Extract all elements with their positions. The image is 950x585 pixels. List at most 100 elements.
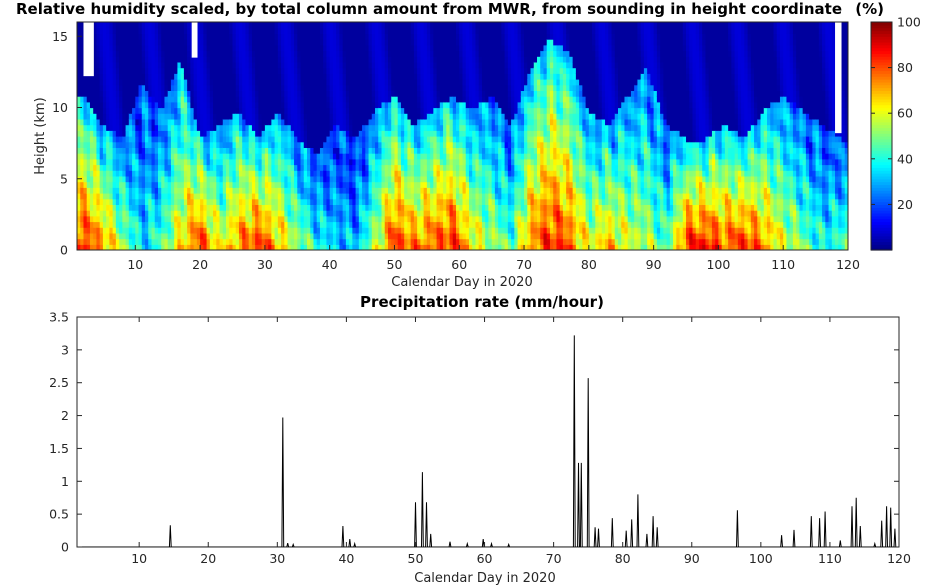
heatmap-cell bbox=[238, 238, 243, 245]
heatmap-cell bbox=[128, 84, 133, 91]
heatmap-cell bbox=[368, 118, 373, 126]
heatmap-cell bbox=[323, 22, 328, 29]
heatmap-cell bbox=[378, 141, 383, 148]
heatmap-cell bbox=[355, 158, 360, 166]
heatmap-cell bbox=[242, 50, 247, 57]
heatmap-cell bbox=[281, 170, 285, 177]
heatmap-cell bbox=[109, 221, 114, 228]
heatmap-cell bbox=[281, 187, 285, 194]
heatmap-cell bbox=[115, 164, 120, 171]
heatmap-cell bbox=[313, 215, 318, 223]
heatmap-cell bbox=[109, 170, 114, 177]
heatmap-cell bbox=[281, 130, 285, 137]
heatmap-cell bbox=[459, 158, 464, 166]
heatmap-cell bbox=[426, 187, 431, 194]
heatmap-cell bbox=[170, 50, 175, 57]
heatmap-cell bbox=[219, 164, 224, 171]
heatmap-cell bbox=[135, 50, 140, 57]
heatmap-cell bbox=[77, 67, 81, 74]
heatmap-cell bbox=[99, 198, 104, 205]
heatmap-cell bbox=[216, 210, 221, 217]
heatmap-cell bbox=[281, 73, 285, 80]
heatmap-cell bbox=[426, 90, 431, 97]
heatmap-cell bbox=[462, 107, 467, 114]
heatmap-cell bbox=[170, 141, 175, 148]
heatmap-cell bbox=[336, 44, 340, 52]
heatmap-cell bbox=[187, 238, 191, 245]
heatmap-cell bbox=[462, 170, 467, 177]
heatmap-cell bbox=[384, 164, 389, 171]
heatmap-cell bbox=[151, 39, 156, 46]
heatmap-cell bbox=[119, 227, 123, 234]
heatmap-cell bbox=[157, 56, 162, 63]
heatmap-cell bbox=[96, 79, 101, 86]
heatmap-cell bbox=[203, 244, 208, 250]
heatmap-cell bbox=[465, 39, 470, 46]
heatmap-cell bbox=[355, 101, 360, 109]
heatmap-cell bbox=[465, 170, 470, 177]
heatmap-cell bbox=[323, 147, 328, 154]
heatmap-cell bbox=[93, 96, 98, 103]
heatmap-cell bbox=[138, 198, 143, 205]
heatmap-cell bbox=[430, 147, 434, 154]
heatmap-cell bbox=[281, 67, 285, 74]
heatmap-cell bbox=[391, 238, 396, 245]
heatmap-cell bbox=[251, 136, 256, 143]
heatmap-cell bbox=[86, 141, 91, 148]
heatmap-cell bbox=[332, 232, 337, 240]
heatmap-cell bbox=[277, 84, 282, 91]
heatmap-cell bbox=[151, 238, 156, 245]
heatmap-cell bbox=[242, 27, 247, 34]
heatmap-title-unit: (%) bbox=[855, 0, 884, 18]
heatmap-cell bbox=[203, 164, 208, 171]
heatmap-cell bbox=[203, 56, 208, 63]
heatmap-cell bbox=[86, 130, 91, 137]
heatmap-cell bbox=[443, 153, 447, 160]
heatmap-cell bbox=[261, 136, 266, 143]
heatmap-cell bbox=[213, 227, 217, 234]
heatmap-cell bbox=[310, 164, 315, 171]
heatmap-cell bbox=[145, 118, 149, 126]
heatmap-cell bbox=[242, 193, 247, 200]
heatmap-cell bbox=[362, 158, 366, 166]
heatmap-cell bbox=[394, 147, 399, 154]
heatmap-title: Relative humidity scaled, by total colum… bbox=[16, 0, 884, 18]
heatmap-cell bbox=[423, 73, 428, 80]
heatmap-cell bbox=[426, 175, 431, 183]
heatmap-cell bbox=[271, 118, 276, 126]
heatmap-cell bbox=[80, 238, 85, 245]
heatmap-cell bbox=[222, 90, 227, 97]
heatmap-cell bbox=[99, 107, 104, 114]
heatmap-cell bbox=[138, 50, 143, 57]
heatmap-cell bbox=[384, 175, 389, 183]
heatmap-cell bbox=[122, 79, 127, 86]
heatmap-cell bbox=[417, 101, 421, 109]
heatmap-cell bbox=[449, 96, 454, 103]
heatmap-cell bbox=[274, 210, 279, 217]
heatmap-cell bbox=[93, 39, 98, 46]
heatmap-cell bbox=[157, 73, 162, 80]
heatmap-cell bbox=[290, 238, 295, 245]
heatmap-cell bbox=[371, 61, 376, 69]
heatmap-cell bbox=[177, 238, 182, 245]
heatmap-cell bbox=[232, 187, 237, 194]
heatmap-cell bbox=[206, 153, 211, 160]
heatmap-cell bbox=[449, 56, 454, 63]
heatmap-cell bbox=[219, 61, 224, 69]
heatmap-cell bbox=[200, 210, 204, 217]
heatmap-cell bbox=[102, 130, 107, 137]
heatmap-cell bbox=[332, 170, 337, 177]
heatmap-cell bbox=[394, 221, 399, 228]
heatmap-cell bbox=[248, 221, 253, 228]
heatmap-cell bbox=[375, 107, 379, 114]
heatmap-cell bbox=[316, 141, 321, 148]
heatmap-cell bbox=[277, 164, 282, 171]
heatmap-cell bbox=[132, 113, 136, 120]
heatmap-cell bbox=[213, 141, 217, 148]
heatmap-cell bbox=[433, 50, 438, 57]
heatmap-cell bbox=[271, 90, 276, 97]
heatmap-cell bbox=[342, 33, 347, 40]
heatmap-cell bbox=[287, 210, 292, 217]
heatmap-cell bbox=[319, 61, 324, 69]
heatmap-cell bbox=[413, 204, 418, 211]
